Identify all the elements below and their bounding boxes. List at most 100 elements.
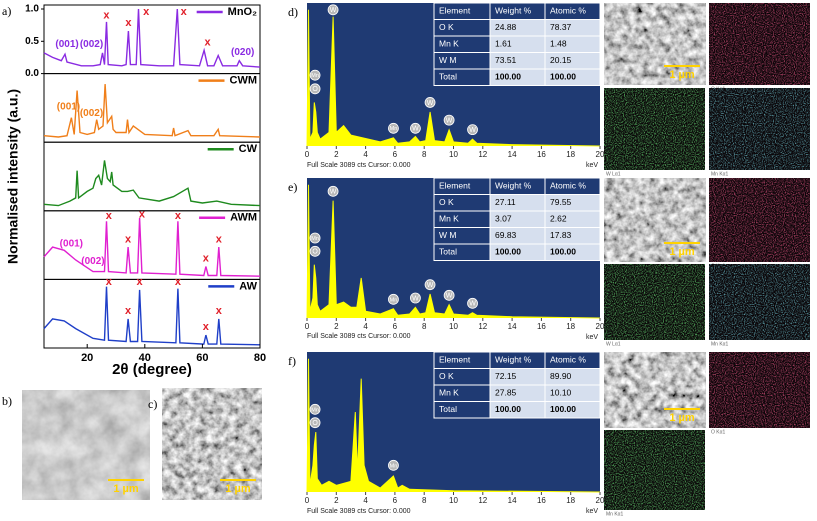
scale-label: 1 µm — [113, 483, 139, 495]
peak-label: W — [427, 282, 434, 289]
peak-label: Mn — [390, 126, 398, 132]
x-tick-label: 18 — [566, 322, 575, 331]
x-tick-label: 20 — [596, 496, 605, 505]
annotation: x — [125, 17, 132, 29]
table-header: Element — [439, 355, 471, 365]
peak-label: W — [412, 126, 419, 133]
annotation: x — [137, 276, 144, 288]
x-tick-label: 14 — [508, 150, 517, 159]
panel-label: c) — [148, 397, 157, 411]
element-map — [709, 88, 810, 170]
legend-label: AW — [239, 280, 257, 292]
peak-label: Mn — [390, 297, 398, 303]
x-tick-label: 80 — [254, 352, 266, 364]
peak-label: Mn — [390, 463, 398, 469]
table-header: Weight % — [495, 181, 532, 191]
x-tick-label: 18 — [566, 496, 575, 505]
scale-label: 1 µm — [669, 246, 695, 258]
peak-label: W — [469, 127, 476, 134]
spectrum-footer: Full Scale 3089 cts Cursor: 0.000 — [307, 508, 411, 515]
peak-label: W — [427, 100, 434, 107]
element-map — [604, 430, 705, 510]
x-tick-label: 14 — [508, 322, 517, 331]
table-text: 100.00 — [495, 72, 521, 82]
annotation: (002) — [80, 108, 103, 119]
annotation: x — [125, 233, 132, 245]
x-tick-label: 8 — [422, 322, 427, 331]
peak-marker — [309, 245, 321, 257]
annotation: x — [103, 9, 110, 21]
table-text: 17.83 — [550, 230, 572, 240]
annotation: x — [139, 209, 146, 221]
map-label: O Kα1 — [711, 429, 726, 435]
peak-marker — [467, 297, 478, 309]
x-tick-label: 40 — [139, 352, 151, 364]
table-text: 89.90 — [550, 371, 572, 381]
element-map — [709, 3, 810, 85]
subplot-frame — [43, 278, 261, 349]
peak-label: Mn — [311, 73, 319, 79]
sem-image — [22, 390, 150, 500]
x-tick-label: 12 — [478, 150, 487, 159]
peak-label: W — [330, 7, 337, 14]
annotation: (020) — [231, 47, 254, 58]
table-text: 69.83 — [495, 230, 517, 240]
map-label: W Lα1 — [606, 341, 621, 347]
x-tick-label: 12 — [478, 496, 487, 505]
table-cell — [544, 243, 601, 261]
xrd-trace — [43, 84, 261, 138]
peak-marker — [309, 417, 321, 429]
x-tick-label: 20 — [81, 352, 93, 364]
table-text: 24.88 — [495, 22, 517, 32]
table-text: 3.07 — [495, 214, 512, 224]
x-tick-label: 8 — [422, 150, 427, 159]
table-text: 73.51 — [495, 55, 517, 65]
annotation: x — [203, 253, 210, 265]
annotation: x — [143, 6, 150, 18]
spectrum-footer: Full Scale 3089 cts Cursor: 0.000 — [307, 333, 411, 340]
peak-label: W — [446, 117, 453, 124]
table-text: Mn K — [439, 39, 459, 49]
peak-marker — [424, 97, 436, 108]
x-tick-label: 4 — [363, 496, 368, 505]
annotation: x — [181, 6, 188, 18]
panel-label: f) — [288, 354, 296, 368]
x-tick-label: 20 — [596, 150, 605, 159]
table-text: Total — [439, 72, 457, 82]
annotation: x — [106, 210, 113, 222]
annotation: x — [203, 321, 210, 333]
y-tick-label: 1.0 — [25, 4, 39, 15]
peak-label: O — [312, 249, 318, 256]
x-unit: keV — [586, 508, 598, 515]
element-map — [709, 178, 810, 262]
sem-image — [604, 352, 706, 428]
legend-label: MnO₂ — [228, 6, 257, 18]
annotation: (001) — [60, 239, 83, 250]
panel-label: e) — [288, 180, 297, 194]
x-tick-label: 18 — [566, 150, 575, 159]
xrd-trace — [43, 160, 261, 207]
x-tick-label: 6 — [393, 150, 398, 159]
peak-marker — [388, 459, 399, 471]
peak-marker — [327, 185, 339, 197]
table-text: W M — [439, 230, 456, 240]
table-text: 10.10 — [550, 388, 572, 398]
x-tick-label: 4 — [363, 322, 368, 331]
x-tick-label: 0 — [305, 496, 310, 505]
y-axis-label: Normalised intensity (a.u.) — [5, 89, 21, 264]
annotation: (002) — [80, 39, 103, 50]
table-header: Element — [439, 181, 471, 191]
annotation: (001) — [57, 101, 80, 112]
x-tick-label: 6 — [393, 496, 398, 505]
xrd-trace — [43, 217, 261, 277]
x-tick-label: 8 — [422, 496, 427, 505]
x-axis-label: 2θ (degree) — [112, 361, 192, 378]
table-text: 27.85 — [495, 388, 517, 398]
table-text: W M — [439, 55, 456, 65]
map-label: Mn Kα1 — [711, 341, 729, 347]
peak-marker — [327, 4, 339, 16]
x-tick-label: 20 — [596, 322, 605, 331]
annotation: (002) — [81, 256, 104, 267]
table-text: 100.00 — [495, 247, 521, 257]
peak-label: O — [312, 420, 318, 427]
